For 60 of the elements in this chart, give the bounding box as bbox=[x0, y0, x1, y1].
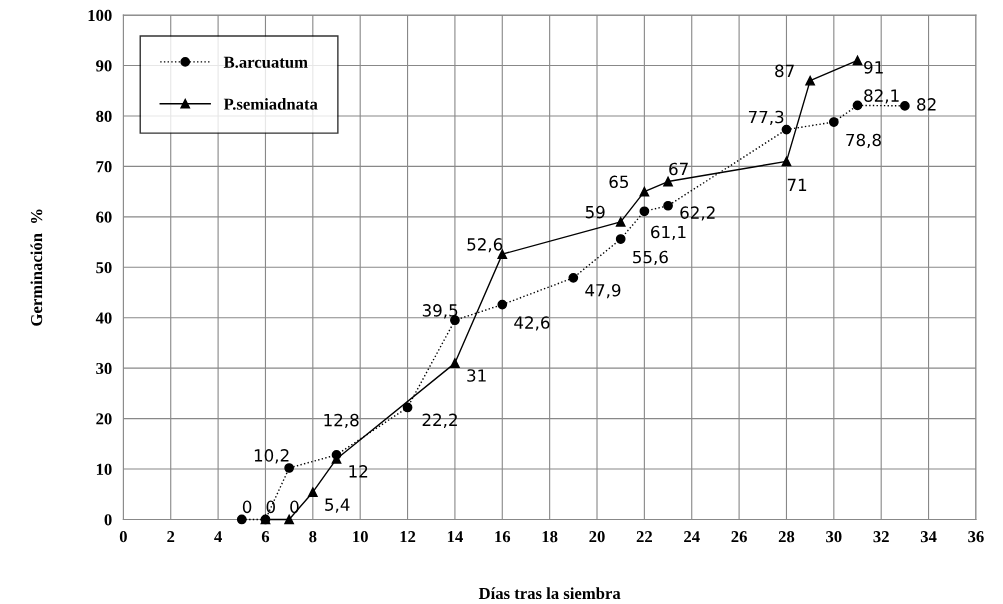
x-tick-label: 22 bbox=[636, 531, 652, 543]
x-tick-label: 36 bbox=[968, 531, 984, 543]
x-tick-label: 12 bbox=[400, 531, 416, 543]
y-tick-label: 100 bbox=[88, 9, 112, 22]
data-label: 47,9 bbox=[585, 283, 621, 299]
legend-label: P.semiadnata bbox=[223, 98, 318, 110]
x-tick-label: 28 bbox=[778, 531, 795, 543]
data-label: 55,6 bbox=[633, 250, 668, 266]
data-label: 61,1 bbox=[651, 225, 686, 241]
y-tick-label: 40 bbox=[95, 312, 112, 324]
x-tick-label: 14 bbox=[447, 531, 463, 543]
data-label: 67 bbox=[669, 162, 688, 176]
data-label: 52,6 bbox=[467, 238, 503, 253]
data-label: 31 bbox=[467, 369, 486, 382]
data-label: 77,3 bbox=[748, 110, 784, 126]
data-label: 5,4 bbox=[325, 498, 350, 513]
x-tick-label: 0 bbox=[119, 531, 127, 543]
y-tick-label: 60 bbox=[96, 211, 112, 223]
data-label: 59 bbox=[585, 205, 605, 219]
x-tick-label: 26 bbox=[731, 531, 747, 543]
data-label: 0 bbox=[290, 500, 299, 514]
data-label: 39,5 bbox=[422, 304, 458, 319]
data-label: 82,1 bbox=[864, 89, 899, 104]
data-label: 91 bbox=[864, 61, 883, 74]
data-label: 12 bbox=[349, 465, 368, 478]
data-label: 82 bbox=[917, 98, 936, 111]
x-tick-label: 16 bbox=[495, 531, 511, 543]
x-tick-label: 8 bbox=[309, 531, 317, 543]
legend-label: B.arcuatum bbox=[223, 56, 308, 68]
y-axis-title: Germinación % bbox=[30, 209, 43, 326]
data-label: 12,8 bbox=[324, 413, 359, 429]
y-tick-label: 70 bbox=[96, 161, 112, 173]
data-label: 71 bbox=[787, 178, 807, 191]
x-tick-label: 18 bbox=[542, 531, 558, 543]
data-label: 62,2 bbox=[680, 206, 715, 221]
x-tick-label: 30 bbox=[826, 531, 842, 543]
data-label: 87 bbox=[775, 64, 794, 78]
data-label: 0 bbox=[242, 500, 252, 514]
x-tick-label: 34 bbox=[920, 531, 937, 543]
data-label: 65 bbox=[609, 175, 629, 189]
data-label: 22,2 bbox=[422, 413, 457, 428]
y-tick-label: 20 bbox=[96, 413, 112, 425]
data-label: 42,6 bbox=[514, 316, 550, 331]
x-axis-title: Días tras la siembra bbox=[478, 587, 621, 600]
y-tick-label: 10 bbox=[96, 463, 112, 475]
data-label: 0 bbox=[266, 500, 275, 514]
x-tick-label: 6 bbox=[261, 531, 270, 543]
x-tick-label: 2 bbox=[167, 531, 175, 543]
y-tick-label: 30 bbox=[96, 362, 112, 375]
data-label: 78,8 bbox=[846, 133, 881, 148]
y-tick-label: 80 bbox=[96, 110, 112, 122]
y-tick-label: 50 bbox=[96, 261, 112, 274]
y-tick-label: 90 bbox=[96, 60, 112, 72]
x-tick-label: 20 bbox=[589, 531, 605, 543]
x-tick-label: 32 bbox=[873, 531, 889, 543]
x-tick-label: 4 bbox=[214, 531, 222, 543]
x-tick-label: 24 bbox=[684, 531, 700, 543]
data-label: 10,2 bbox=[254, 449, 289, 464]
y-tick-label: 0 bbox=[104, 514, 112, 526]
x-tick-label: 10 bbox=[353, 531, 368, 543]
